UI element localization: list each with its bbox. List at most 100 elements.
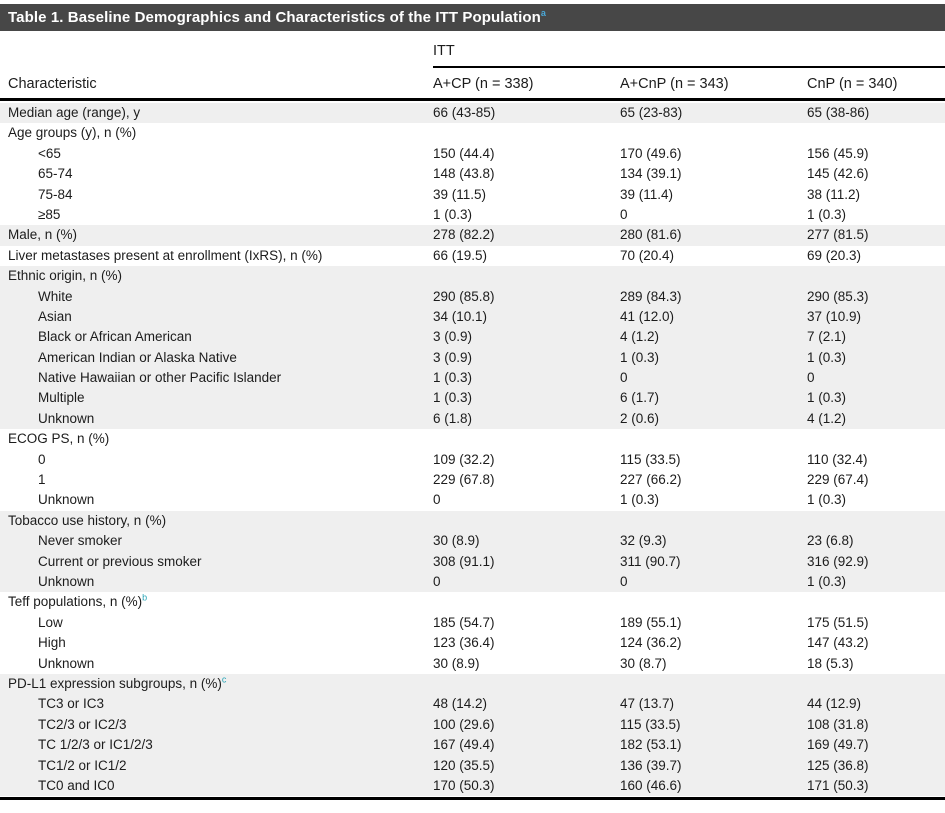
row-label: High [38,635,66,651]
row-value: 316 (92.9) [807,553,869,569]
table-title-bar: Table 1. Baseline Demographics and Chara… [0,4,945,31]
row-value: 1 (0.3) [433,390,473,406]
row-value: 69 (20.3) [807,247,862,263]
row-value: 170 (50.3) [433,777,495,793]
row-value: 280 (81.6) [620,227,682,243]
table-row: <65 150 (44.4) 170 (49.6) 156 (45.9) [0,143,945,165]
column-header-cnp: CnP (n = 340) [807,76,898,92]
row-value: 47 (13.7) [620,696,675,712]
row-value: 6 (1.8) [433,410,473,426]
row-label: ≥85 [38,206,61,222]
row-value: 3 (0.9) [433,329,473,345]
row-value: 170 (49.6) [620,145,682,161]
row-value: 3 (0.9) [433,349,473,365]
row-label: Native Hawaiian or other Pacific Islande… [38,370,282,386]
row-label: <65 [38,145,61,161]
row-label: Teff populations, n (%)b [8,592,148,610]
row-value: 185 (54.7) [433,614,495,630]
table-row: 75-84 39 (11.5) 39 (11.4) 38 (11.2) [0,184,945,205]
row-value: 290 (85.3) [807,288,869,304]
row-value [433,123,620,143]
table-body: Median age (range), y 66 (43-85) 65 (23-83… [0,103,945,797]
row-value: 171 (50.3) [807,777,869,793]
table-row: TC2/3 or IC2/3 100 (29.6) 115 (33.5) 108 (3… [0,714,945,736]
table-row: Unknown 0 0 1 (0.3) [0,571,945,593]
row-value [620,266,807,286]
table-row: 0 109 (32.2) 115 (33.5) 110 (32.4) [0,449,945,471]
row-value: 134 (39.1) [620,166,682,182]
table-row: Black or African American 3 (0.9) 4 (1.2) 7… [0,327,945,348]
row-value: 136 (39.7) [620,757,682,773]
row-value: 277 (81.5) [807,227,869,243]
column-header-row: Characteristic A+CP (n = 338) A+CnP (n =… [0,68,945,101]
row-label: Never smoker [38,533,123,549]
row-label: Unknown [38,492,95,508]
row-label: TC2/3 or IC2/3 [38,716,127,732]
row-value: 308 (91.1) [433,553,495,569]
row-value: 175 (51.5) [807,614,869,630]
row-value: 66 (19.5) [433,247,488,263]
row-value: 1 (0.3) [807,492,847,508]
row-value: 289 (84.3) [620,288,682,304]
row-value: 167 (49.4) [433,737,495,753]
row-value: 124 (36.2) [620,635,682,651]
row-value [807,511,945,531]
table-row: Asian 34 (10.1) 41 (12.0) 37 (10.9) [0,306,945,328]
row-value: 1 (0.3) [807,206,847,222]
row-value [433,429,620,449]
row-value [433,674,620,694]
table-title: Table 1. Baseline Demographics and Chara… [8,9,541,26]
row-value [620,123,807,143]
row-label: Ethnic origin, n (%) [8,268,123,284]
row-value: 1 (0.3) [807,390,847,406]
column-header-acnp: A+CnP (n = 343) [620,76,729,92]
row-value: 278 (82.2) [433,227,495,243]
row-value [620,674,807,694]
row-label: Liver metastases present at enrollment (… [8,247,323,263]
row-label: Tobacco use history, n (%) [8,512,167,528]
row-value: 311 (90.7) [620,553,681,569]
row-label: American Indian or Alaska Native [38,349,237,365]
row-value: 156 (45.9) [807,145,869,161]
row-value: 1 (0.3) [807,573,847,589]
table-row: Low 185 (54.7) 189 (55.1) 175 (51.5) [0,612,945,634]
row-value [433,592,620,612]
row-value: 229 (67.4) [807,472,869,488]
column-header-acp: A+CP (n = 338) [433,76,534,92]
row-value [807,592,945,612]
row-label: ECOG PS, n (%) [8,431,110,447]
row-value: 169 (49.7) [807,737,869,753]
row-value: 41 (12.0) [620,308,675,324]
table-row: Unknown 6 (1.8) 2 (0.6) 4 (1.2) [0,408,945,430]
row-value: 2 (0.6) [620,410,660,426]
row-value: 110 (32.4) [807,451,868,467]
row-value: 0 [620,206,628,222]
table-row: Tobacco use history, n (%) [0,510,945,532]
row-value [433,511,620,531]
row-value: 229 (67.8) [433,472,495,488]
table-row: 1 229 (67.8) 227 (66.2) 229 (67.4) [0,470,945,491]
span-header-label: ITT [433,43,455,59]
footnote-marker-b: b [142,592,148,603]
row-value [807,429,945,449]
table-row: 65-74 148 (43.8) 134 (39.1) 145 (42.6) [0,164,945,185]
table-bottom-rule [0,797,945,800]
row-value: 123 (36.4) [433,635,495,651]
row-label: Asian [38,308,72,324]
table-row: TC3 or IC3 48 (14.2) 47 (13.7) 44 (12.9) [0,694,945,715]
table-row: American Indian or Alaska Native 3 (0.9) 1… [0,347,945,369]
row-label: White [38,288,73,304]
row-label: PD-L1 expression subgroups, n (%)c [8,674,227,691]
row-label: Low [38,614,63,630]
row-value [807,674,945,694]
column-header-characteristic: Characteristic [8,76,97,92]
row-label: Unknown [38,655,95,671]
row-value: 1 (0.3) [433,206,473,222]
row-label: Median age (range), y [8,105,141,120]
row-label: TC 1/2/3 or IC1/2/3 [38,737,153,753]
row-value: 1 (0.3) [620,349,660,365]
table-row: ECOG PS, n (%) [0,429,945,450]
row-label: 75-84 [38,186,73,202]
table-row: PD-L1 expression subgroups, n (%)c [0,673,945,695]
table-row: Unknown 0 1 (0.3) 1 (0.3) [0,490,945,511]
